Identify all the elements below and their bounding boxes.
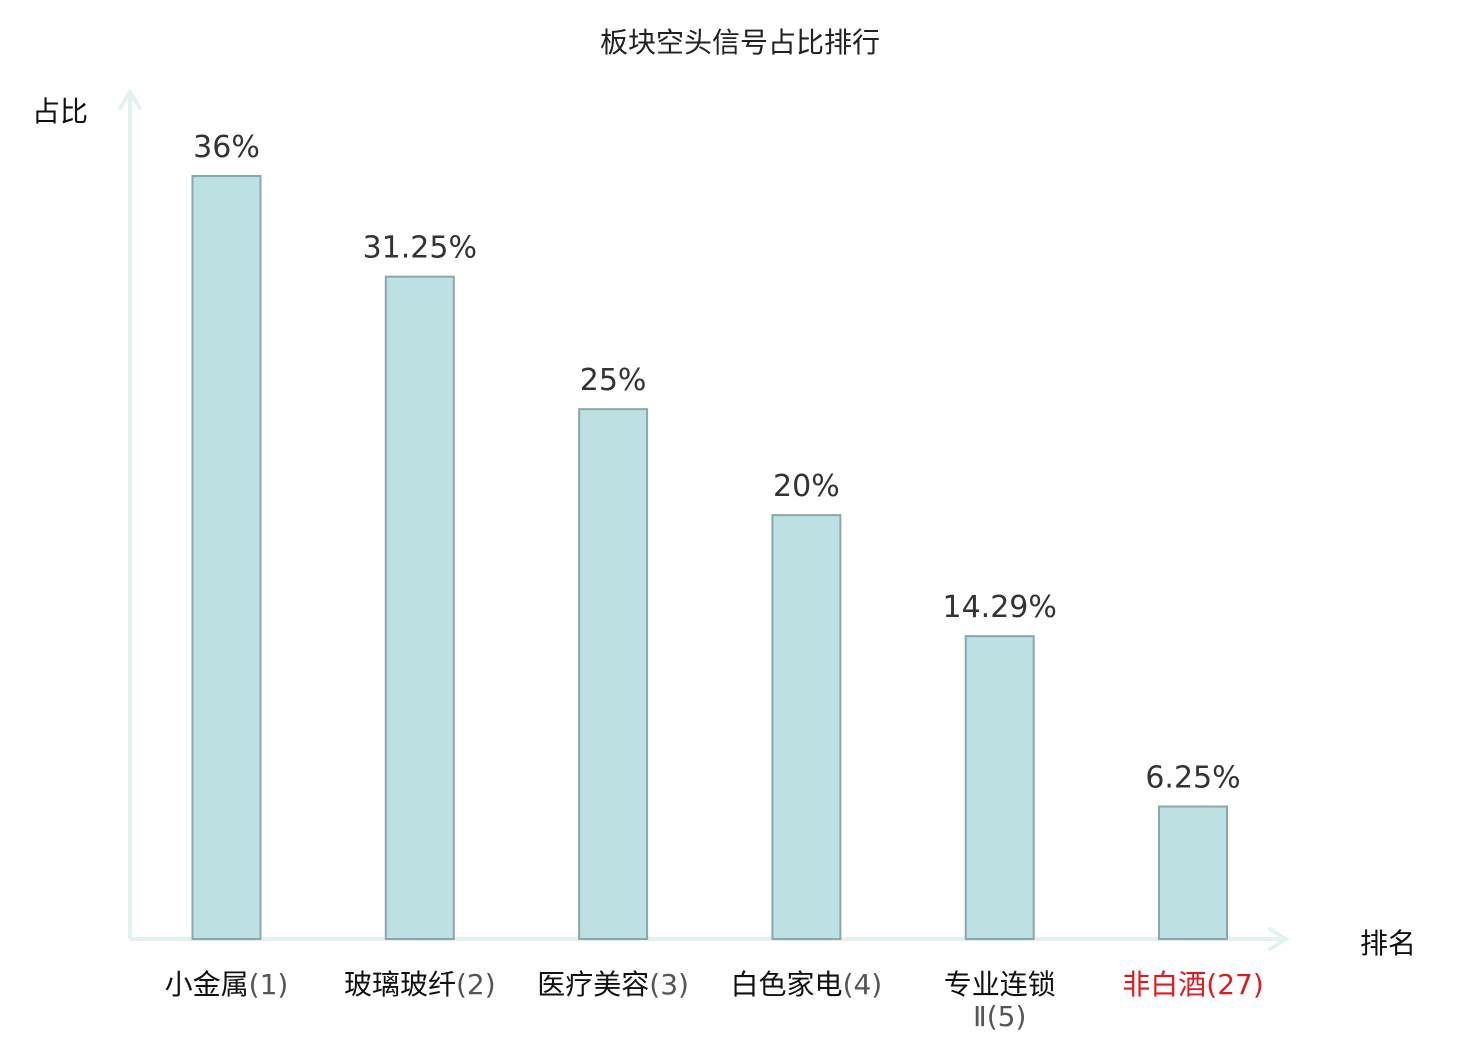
bar (191, 175, 262, 940)
data-label: 36% (193, 130, 260, 165)
y-axis-label: 占比 (32, 95, 88, 128)
data-label: 20% (773, 469, 840, 504)
data-label: 6.25% (1145, 761, 1240, 796)
bar (578, 408, 649, 940)
data-label: 31.25% (363, 231, 477, 266)
bar (771, 514, 842, 940)
x-tick-label: 医疗美容(3) (537, 968, 689, 1001)
bar (964, 635, 1035, 941)
x-tick-label: 白色家电(4) (731, 968, 883, 1001)
bars-group: 36% 小金属(1) 31.25% 玻璃玻纤(2) 25% 医疗美容(3) 20% 白色家电(… (165, 130, 1264, 1033)
y-axis-arrow (118, 88, 142, 110)
bar (1158, 805, 1228, 940)
data-label: 14.29% (943, 590, 1057, 625)
x-tick-label: 玻璃玻纤(2) (344, 968, 496, 1001)
chart-title: 板块空头信号占比排行 (600, 26, 880, 59)
x-tick-label: 非白酒(27) (1122, 968, 1264, 1001)
data-label: 25% (580, 363, 647, 398)
x-axis-label: 排名 (1360, 927, 1416, 960)
x-tick-label: 小金属(1) (165, 968, 289, 1001)
x-axis-arrow (1268, 927, 1290, 951)
bar (384, 275, 455, 941)
axes (118, 88, 1290, 951)
x-tick-label: 专业连锁 Ⅱ(5) (944, 968, 1056, 1033)
